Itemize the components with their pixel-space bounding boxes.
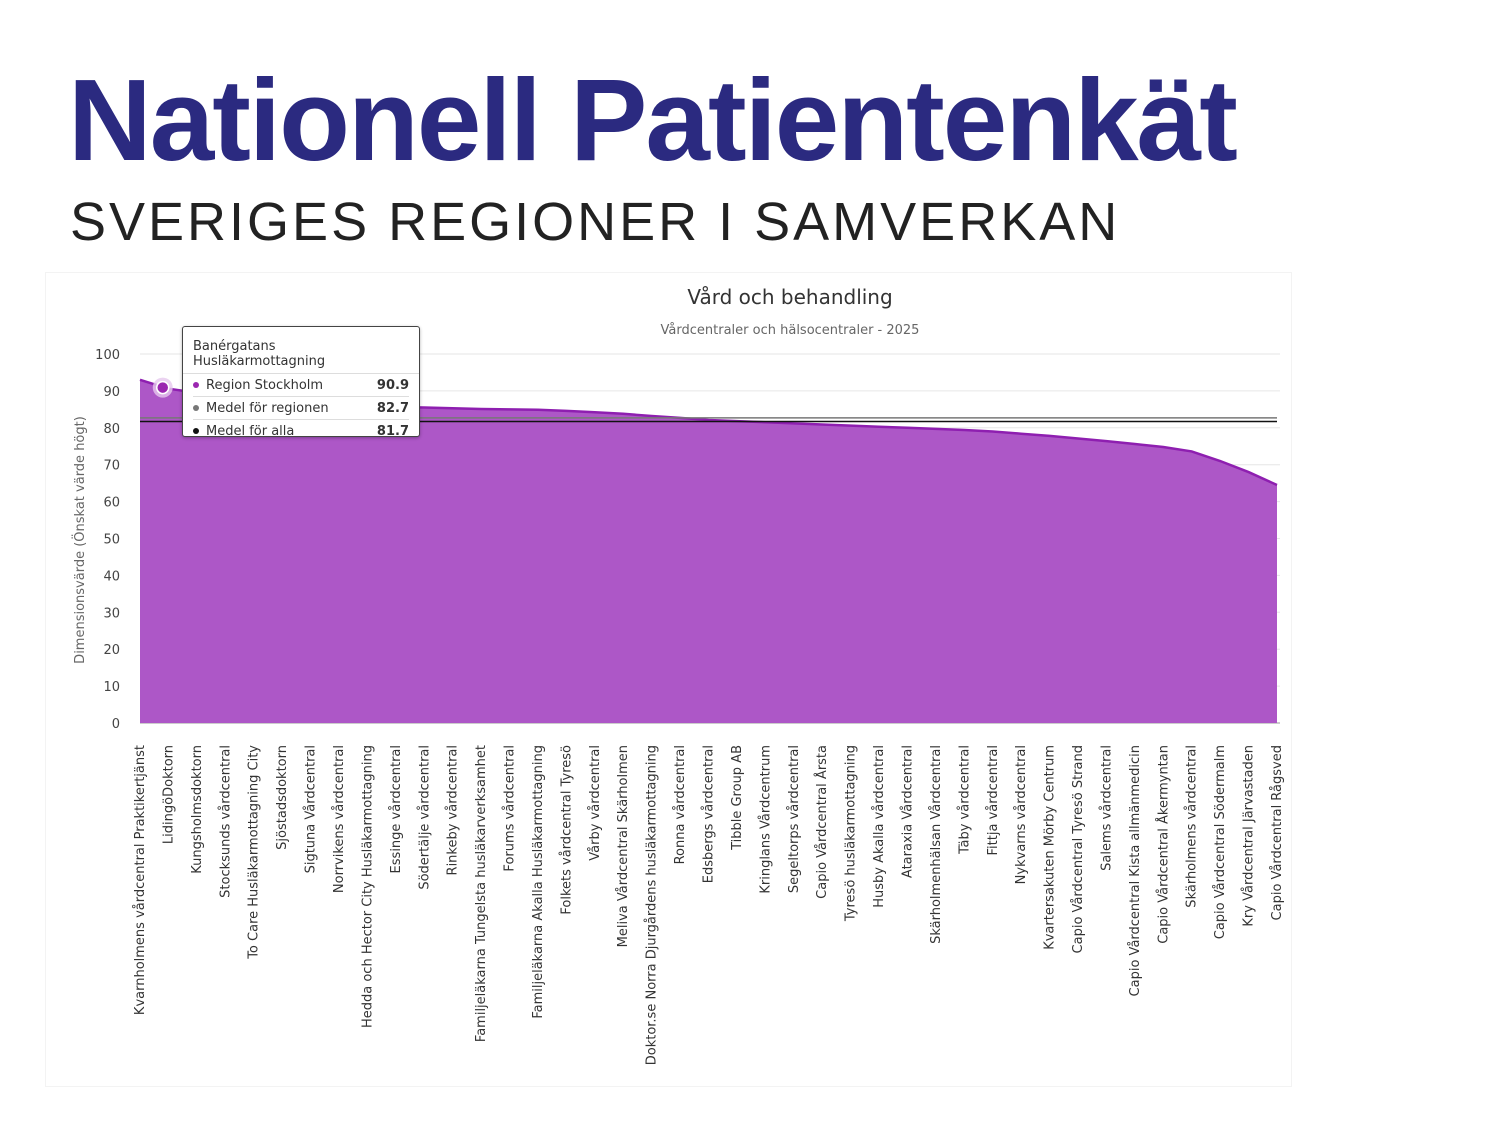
tooltip-label: Medel för regionen	[206, 400, 329, 416]
x-tick-label: Kvartersakuten Mörby Centrum	[1043, 745, 1058, 950]
y-tick-label: 50	[103, 533, 120, 548]
page-subtitle: SVERIGES REGIONER I SAMVERKAN	[70, 192, 1121, 252]
x-tick-label: Doktor.se Norra Djurgårdens husläkarmott…	[645, 745, 660, 1065]
page-title: Nationell Patientenkät	[68, 55, 1238, 185]
x-tick-label: Täby vårdcentral	[957, 745, 972, 855]
tooltip-value: 90.9	[376, 377, 409, 393]
y-axis-label: Dimensionsvärde (Önskat värde högt)	[71, 416, 88, 664]
y-tick-label: 100	[95, 348, 120, 363]
x-tick-label: Capio Vårdcentral Kista allmänmedicin	[1128, 745, 1143, 996]
chart-panel	[45, 272, 1292, 1087]
y-tick-label: 60	[103, 496, 120, 511]
x-tick-label: Norrvikens vårdcentral	[332, 745, 347, 893]
series-dot-icon	[193, 382, 199, 388]
tooltip-value: 82.7	[376, 400, 409, 416]
x-tick-label: Ataraxia Vårdcentral	[900, 745, 915, 878]
x-tick-label: Rinkeby vårdcentral	[446, 745, 461, 875]
y-tick-label: 80	[103, 422, 120, 437]
x-tick-label: Södertälje vårdcentral	[417, 745, 432, 890]
x-tick-label: Capio Vårdcentral Årsta	[814, 745, 830, 899]
y-tick-label: 40	[103, 569, 120, 584]
x-tick-label: Capio Vårdcentral Södermalm	[1213, 745, 1228, 939]
x-tick-label: To Care Husläkarmottagning City	[247, 745, 262, 960]
x-tick-label: Kungsholmsdoktorn	[190, 745, 205, 874]
tooltip-title: Banérgatans Husläkarmottagning	[183, 327, 419, 374]
x-tick-label: LidingöDoktorn	[161, 745, 176, 844]
x-tick-label: Skärholmens vårdcentral	[1185, 745, 1200, 908]
x-tick-label: Familjeläkarna Tungelsta husläkarverksam…	[474, 745, 489, 1042]
x-tick-label: Segeltorps vårdcentral	[787, 745, 802, 893]
x-tick-label: Sjöstadsdoktorn	[275, 745, 290, 850]
x-tick-label: Sigtuna Vårdcentral	[304, 745, 319, 873]
y-tick-label: 90	[103, 385, 120, 400]
x-tick-label: Husby Akalla vårdcentral	[872, 745, 887, 908]
x-tick-label: Edsbergs vårdcentral	[702, 745, 717, 883]
tooltip-label: Medel för alla	[206, 423, 295, 439]
chart-title: Vård och behandling	[687, 285, 892, 309]
x-tick-label: Hedda och Hector City Husläkarmottagning	[360, 745, 375, 1028]
series-dot-icon	[193, 428, 199, 434]
tooltip-row-all-mean: Medel för alla 81.7	[193, 420, 409, 442]
chart-subtitle: Vårdcentraler och hälsocentraler - 2025	[661, 323, 920, 338]
x-tick-label: Fittja vårdcentral	[986, 745, 1001, 855]
x-tick-label: Meliva Vårdcentral Skärholmen	[616, 745, 631, 947]
x-tick-label: Tibble Group AB	[730, 745, 745, 851]
area-fill	[140, 379, 1277, 723]
x-tick-label: Ronna vårdcentral	[673, 745, 688, 864]
x-tick-label: Salems vårdcentral	[1099, 745, 1114, 871]
hover-point	[155, 380, 170, 395]
x-tick-label: Stocksunds vårdcentral	[218, 745, 233, 898]
x-tick-label: Capio Vårdcentral Tyresö Strand	[1071, 745, 1086, 953]
x-tick-label: Forums vårdcentral	[503, 745, 518, 872]
x-tick-label: Vårby vårdcentral	[588, 745, 603, 861]
series-dot-icon	[193, 405, 199, 411]
x-tick-label: Kringlans Vårdcentrum	[758, 745, 773, 894]
x-tick-label: Familjeläkarna Akalla Husläkarmottagning	[531, 745, 546, 1019]
tooltip-row-region: Region Stockholm 90.9	[193, 374, 409, 397]
x-tick-label: Nykvarns vårdcentral	[1014, 745, 1029, 884]
y-tick-label: 70	[103, 459, 120, 474]
x-tick-label: Kvarnholmens vårdcentral Praktikertjänst	[133, 745, 148, 1015]
tooltip: Banérgatans Husläkarmottagning Region St…	[182, 326, 420, 439]
x-tick-label: Skärholmenhälsan Vårdcentral	[929, 745, 944, 944]
x-tick-label: Capio Vårdcentral Rågsved	[1270, 745, 1285, 920]
x-tick-label: Tyresö husläkarmottagning	[844, 745, 859, 922]
x-tick-label: Kry Vårdcentral Järvastaden	[1242, 745, 1257, 927]
y-tick-label: 20	[103, 643, 120, 658]
y-tick-label: 30	[103, 606, 120, 621]
tooltip-label: Region Stockholm	[206, 377, 324, 393]
y-tick-label: 10	[103, 680, 120, 695]
x-tick-label: Capio Vårdcentral Åkermyntan	[1155, 745, 1171, 944]
x-tick-label: Essinge vårdcentral	[389, 745, 404, 873]
y-tick-label: 0	[112, 717, 120, 732]
tooltip-row-region-mean: Medel för regionen 82.7	[193, 397, 409, 420]
tooltip-value: 81.7	[376, 423, 409, 439]
x-tick-label: Folkets vårdcentral Tyresö	[559, 745, 574, 915]
